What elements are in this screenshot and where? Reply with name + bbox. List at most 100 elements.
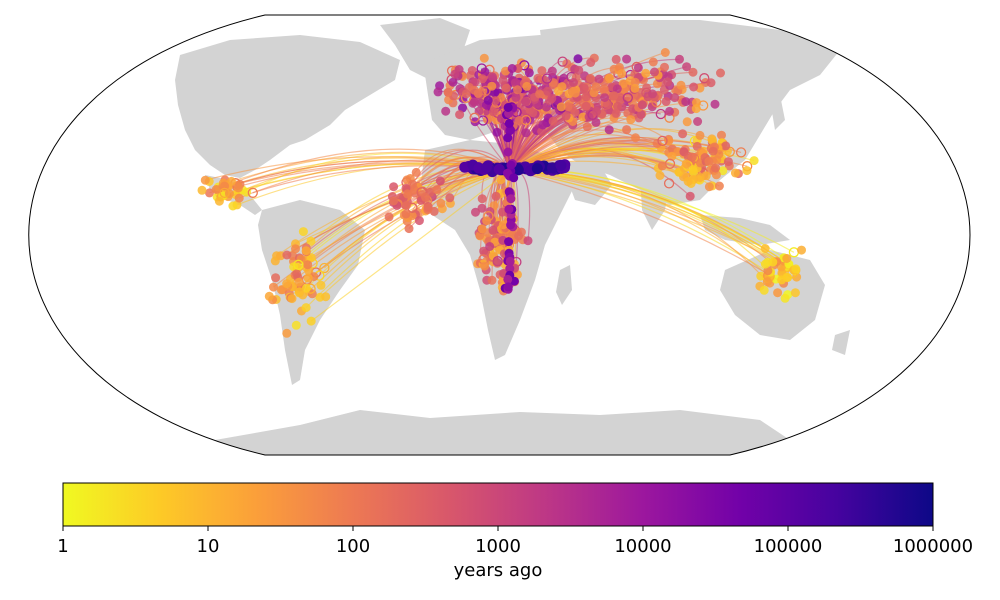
migration-point (681, 159, 691, 169)
migration-point (291, 320, 301, 330)
migration-point (682, 117, 692, 127)
migration-point (689, 82, 699, 92)
migration-point (780, 293, 790, 303)
migration-point (228, 201, 238, 211)
migration-point (701, 171, 711, 181)
migration-path (405, 149, 511, 189)
migration-point (533, 73, 543, 83)
migration-point (749, 156, 759, 166)
migration-point (710, 99, 720, 109)
migration-point (661, 97, 671, 106)
migration-point (294, 287, 304, 297)
migration-point (797, 245, 806, 255)
migration-point (547, 162, 558, 174)
migration-path (310, 169, 511, 322)
migration-point (570, 88, 580, 98)
migration-point (718, 166, 728, 176)
migration-point (699, 73, 710, 84)
migration-point (421, 192, 430, 202)
migration-point (505, 264, 515, 274)
migration-point (582, 122, 592, 132)
migration-point (301, 303, 311, 313)
migration-point (408, 179, 417, 189)
migration-point (622, 125, 632, 135)
migration-point (443, 87, 453, 97)
migration-point (790, 288, 800, 298)
migration-point (555, 159, 567, 171)
migration-point (647, 102, 657, 112)
migration-point (271, 273, 281, 283)
migration-point (432, 185, 442, 194)
migration-point (637, 100, 647, 110)
migration-point (655, 171, 665, 180)
migration-point (768, 257, 778, 267)
migration-point (636, 109, 646, 119)
migration-point (504, 118, 514, 128)
migration-point (488, 72, 497, 82)
migration-point (742, 166, 752, 176)
migration-point (448, 77, 458, 87)
migration-point (657, 161, 667, 171)
migration-point (523, 236, 533, 246)
migration-point (316, 280, 326, 290)
migration-point (600, 93, 610, 102)
migration-point (657, 135, 668, 147)
migration-point (537, 66, 547, 76)
migration-point (521, 128, 531, 138)
migration-point (514, 231, 524, 241)
migration-point (626, 115, 636, 125)
migration-point (306, 316, 316, 326)
migration-point (723, 157, 733, 167)
migration-point (573, 54, 583, 64)
migration-point (485, 242, 495, 251)
migration-point (491, 191, 501, 201)
migration-point (630, 83, 640, 93)
migration-point (574, 65, 584, 75)
migration-point (411, 167, 421, 177)
migration-point (528, 108, 538, 118)
migration-point (511, 92, 521, 102)
migration-point (717, 130, 726, 140)
migration-point (450, 69, 460, 79)
migration-point (611, 108, 621, 118)
migration-point (691, 104, 701, 114)
migration-point (506, 194, 516, 204)
migration-point (563, 102, 573, 112)
migration-point (704, 156, 714, 166)
migration-point (480, 161, 492, 173)
migration-point (609, 91, 619, 101)
migration-point (524, 68, 534, 78)
migration-points (197, 48, 806, 338)
migration-point (561, 111, 571, 121)
colorbar-gradient (62, 482, 934, 527)
migration-point (487, 275, 497, 285)
migration-path (509, 148, 689, 182)
landmass-antarctica (215, 410, 790, 455)
migration-point (282, 250, 292, 260)
migration-point (633, 63, 643, 73)
migration-point (688, 67, 698, 77)
migration-point (688, 165, 698, 174)
migration-point (205, 188, 214, 198)
migration-point (613, 101, 622, 111)
migration-point (496, 175, 506, 185)
migration-point (663, 178, 675, 189)
migration-point (423, 203, 433, 213)
migration-point (490, 96, 500, 106)
migration-point (541, 73, 553, 84)
migration-point (474, 106, 484, 116)
migration-point (298, 227, 308, 237)
migration-point (292, 269, 302, 279)
migration-point (467, 66, 477, 75)
migration-point (264, 291, 274, 301)
colorbar-ticks: 1 10 100 1000 10000 100000 1000000 (57, 526, 973, 557)
migration-point (504, 204, 514, 214)
migration-point (531, 163, 543, 175)
migration-point (469, 97, 479, 107)
migration-point (478, 74, 487, 84)
migration-point (269, 282, 278, 292)
migration-point (678, 129, 688, 139)
migration-point (504, 187, 514, 197)
migration-point (663, 77, 673, 87)
migration-point (652, 139, 662, 148)
